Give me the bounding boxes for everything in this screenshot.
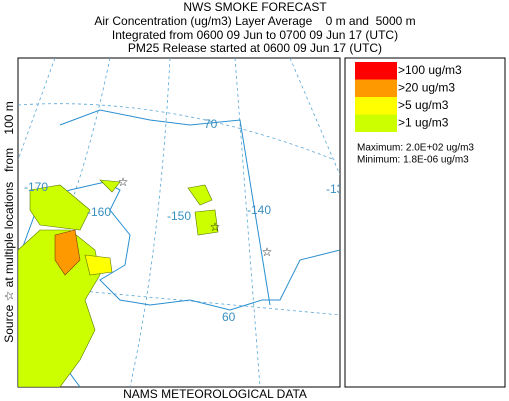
smoke-area (29, 184, 91, 231)
map: ☆ ☆ ☆ -170 -160 -150 -140 -130 70 60 (17, 57, 350, 388)
subtitle: Integrated from 0600 09 Jun to 0700 09 J… (112, 28, 398, 42)
subtitle: Air Concentration (ug/m3) Layer Average … (94, 14, 415, 28)
smoke-area (99, 179, 121, 193)
legend-label: >100 ug/m3 (398, 63, 462, 77)
graticule-label: -160 (87, 205, 111, 219)
graticule-label: -140 (247, 203, 271, 217)
graticule (234, 58, 261, 387)
graticule-label: -130 (326, 182, 350, 196)
maximum: Maximum: 2.0E+02 ug/m3 (357, 143, 474, 154)
legend-label: >5 ug/m3 (398, 98, 449, 112)
coastline (18, 181, 340, 311)
legend-label: >1 ug/m3 (398, 115, 449, 129)
graticule (18, 58, 56, 161)
legend-swatch (355, 114, 397, 132)
graticule-label: -170 (24, 180, 48, 194)
source-star: ☆ (210, 220, 221, 234)
graticule-label: -150 (167, 209, 191, 223)
graticule-label: 60 (222, 310, 236, 324)
smoke-area (187, 184, 219, 236)
graticule-label: 70 (204, 117, 218, 131)
title: NWS SMOKE FORECAST (183, 0, 327, 14)
legend-swatch (355, 62, 397, 80)
smoke-area (84, 254, 113, 276)
source-star: ☆ (262, 245, 273, 259)
source-star: ☆ (118, 175, 129, 189)
legend-label: >20 ug/m3 (398, 80, 455, 94)
legend-swatch (355, 79, 397, 97)
subtitle: PM25 Release started at 0600 09 Jun 17 (… (128, 41, 382, 55)
graticule (18, 103, 336, 161)
smoke-area (18, 229, 101, 387)
footer: NAMS METEOROLOGICAL DATA (123, 387, 307, 401)
side-label: Source ☆ at multiple locations from 100 … (2, 101, 16, 343)
border (59, 109, 271, 306)
minimum: Minimum: 1.8E-06 ug/m3 (357, 155, 469, 166)
smoke-area (54, 229, 81, 276)
graticule (129, 58, 171, 387)
legend: Maximum: 2.0E+02 ug/m3 Minimum: 1.8E-06 … (344, 57, 506, 388)
legend-swatch (355, 97, 397, 115)
